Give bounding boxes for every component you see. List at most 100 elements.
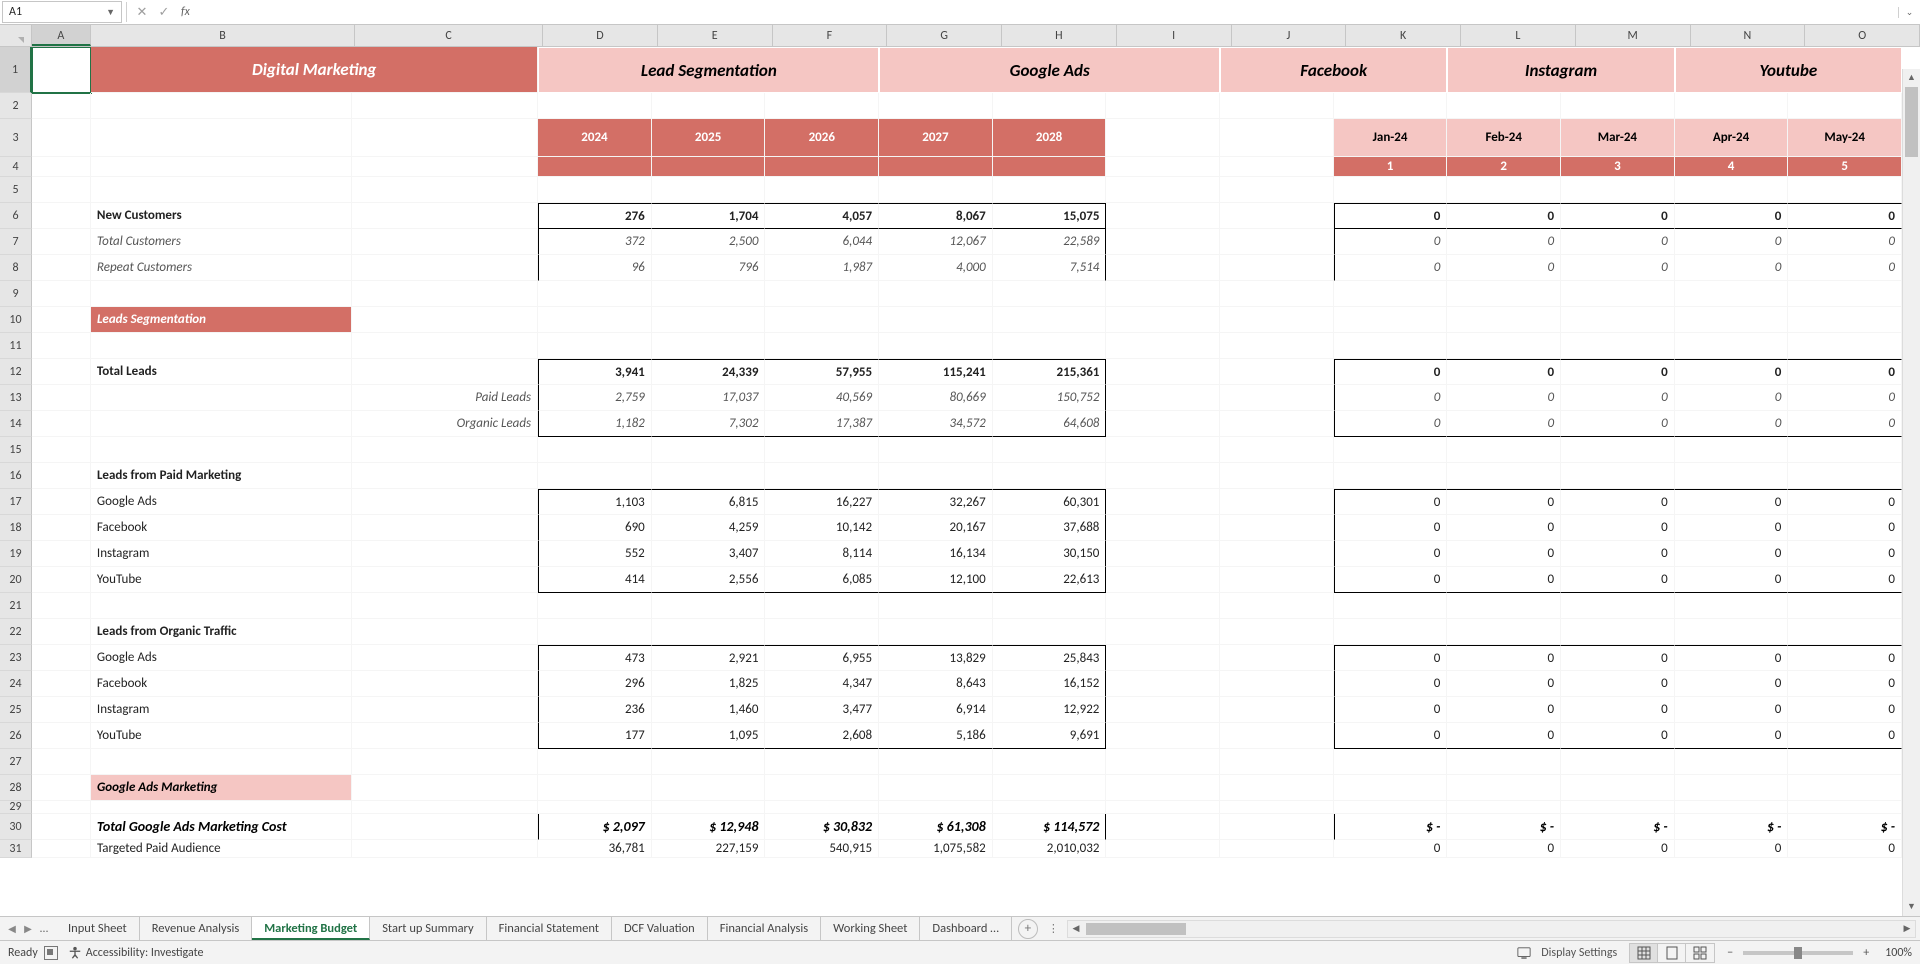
macro-record-icon[interactable] xyxy=(44,946,58,960)
cell[interactable] xyxy=(32,333,91,359)
cell[interactable] xyxy=(32,593,91,619)
cell[interactable] xyxy=(1788,333,1902,359)
cell[interactable]: 64,608 xyxy=(993,411,1107,437)
cell[interactable] xyxy=(765,463,879,489)
cell[interactable] xyxy=(538,93,652,119)
cell[interactable] xyxy=(1447,93,1561,119)
row-header-20[interactable]: 20 xyxy=(0,567,32,593)
cell[interactable]: 473 xyxy=(538,645,652,671)
cell[interactable] xyxy=(32,671,91,697)
cell[interactable] xyxy=(32,229,91,255)
cell[interactable] xyxy=(879,801,993,814)
cell[interactable]: 6,815 xyxy=(652,489,766,515)
cell[interactable]: 0 xyxy=(1447,411,1561,437)
cell[interactable] xyxy=(1106,93,1220,119)
cell[interactable] xyxy=(879,93,993,119)
cell[interactable] xyxy=(1106,489,1220,515)
row-header-19[interactable]: 19 xyxy=(0,541,32,567)
cell[interactable] xyxy=(32,749,91,775)
cell[interactable]: 60,301 xyxy=(993,489,1107,515)
cell[interactable]: New Customers xyxy=(91,203,352,229)
cell[interactable]: 0 xyxy=(1675,359,1789,385)
cell[interactable] xyxy=(1788,281,1902,307)
cell[interactable]: 0 xyxy=(1447,697,1561,723)
cell[interactable]: Repeat Customers xyxy=(91,255,352,281)
sheet-tab-1[interactable]: Revenue Analysis xyxy=(140,917,253,940)
cell[interactable] xyxy=(1106,177,1220,203)
cell[interactable]: 4,347 xyxy=(765,671,879,697)
cell[interactable] xyxy=(1106,385,1220,411)
cell[interactable] xyxy=(1675,333,1789,359)
cell[interactable] xyxy=(32,307,91,333)
cell[interactable] xyxy=(993,437,1107,463)
cell[interactable]: 16,152 xyxy=(993,671,1107,697)
cell[interactable] xyxy=(879,177,993,203)
cell[interactable]: 0 xyxy=(1334,359,1448,385)
cell[interactable] xyxy=(1220,801,1334,814)
cell[interactable]: 0 xyxy=(1675,489,1789,515)
cell[interactable] xyxy=(1561,333,1675,359)
cell[interactable]: $ - xyxy=(1561,814,1675,840)
cell[interactable] xyxy=(352,177,538,203)
cell[interactable]: 0 xyxy=(1334,515,1448,541)
cell[interactable]: 0 xyxy=(1447,645,1561,671)
cell[interactable] xyxy=(879,619,993,645)
cell[interactable]: 0 xyxy=(1561,515,1675,541)
cell[interactable]: 32,267 xyxy=(879,489,993,515)
cell[interactable] xyxy=(1106,515,1220,541)
cell[interactable] xyxy=(1334,619,1448,645)
cell[interactable]: 15,075 xyxy=(993,203,1107,229)
cell[interactable] xyxy=(993,801,1107,814)
cell[interactable] xyxy=(1447,437,1561,463)
cell[interactable] xyxy=(538,593,652,619)
cell[interactable] xyxy=(538,177,652,203)
cell[interactable]: 8,643 xyxy=(879,671,993,697)
cell[interactable] xyxy=(1220,255,1334,281)
cell[interactable]: 0 xyxy=(1675,515,1789,541)
cell[interactable]: Facebook xyxy=(91,671,352,697)
cell[interactable] xyxy=(1220,541,1334,567)
cell-A1[interactable] xyxy=(32,47,91,93)
cell[interactable] xyxy=(1220,157,1334,177)
nav-tab-2[interactable]: Facebook xyxy=(1220,47,1447,93)
cell[interactable] xyxy=(993,619,1107,645)
cell[interactable]: YouTube xyxy=(91,723,352,749)
sheet-tab-3[interactable]: Start up Summary xyxy=(370,917,486,940)
cell[interactable] xyxy=(1220,645,1334,671)
cell[interactable] xyxy=(1220,203,1334,229)
cell[interactable]: 1,103 xyxy=(538,489,652,515)
cell[interactable] xyxy=(32,645,91,671)
cell[interactable] xyxy=(1788,463,1902,489)
sheet-tab-0[interactable]: Input Sheet xyxy=(56,917,140,940)
tab-nav-prev-icon[interactable]: ◀ xyxy=(4,922,20,935)
cell[interactable] xyxy=(352,229,538,255)
cell[interactable] xyxy=(1447,593,1561,619)
row-header-15[interactable]: 15 xyxy=(0,437,32,463)
cell[interactable]: 3 xyxy=(1561,157,1675,177)
cell[interactable] xyxy=(765,749,879,775)
cell[interactable] xyxy=(1788,307,1902,333)
cell[interactable] xyxy=(1675,463,1789,489)
row-header-24[interactable]: 24 xyxy=(0,671,32,697)
cell[interactable] xyxy=(1675,307,1789,333)
cell[interactable]: 0 xyxy=(1334,255,1448,281)
cell[interactable]: 0 xyxy=(1334,645,1448,671)
cell[interactable] xyxy=(765,437,879,463)
cell[interactable]: 0 xyxy=(1447,671,1561,697)
cell[interactable] xyxy=(993,775,1107,801)
cell[interactable] xyxy=(1106,203,1220,229)
row-header-2[interactable]: 2 xyxy=(0,93,32,119)
cell[interactable] xyxy=(352,203,538,229)
sheet-tab-8[interactable]: Dashboard … xyxy=(920,917,1012,940)
cell[interactable]: 6,085 xyxy=(765,567,879,593)
cell[interactable] xyxy=(652,801,766,814)
cell[interactable] xyxy=(1106,463,1220,489)
col-header-J[interactable]: J xyxy=(1232,25,1347,46)
cell[interactable] xyxy=(1447,775,1561,801)
cell[interactable]: 40,569 xyxy=(765,385,879,411)
cell[interactable]: $ - xyxy=(1447,814,1561,840)
cell[interactable]: 0 xyxy=(1561,723,1675,749)
cell[interactable] xyxy=(652,333,766,359)
cell[interactable]: 36,781 xyxy=(538,840,652,858)
cell[interactable]: 0 xyxy=(1788,840,1902,858)
